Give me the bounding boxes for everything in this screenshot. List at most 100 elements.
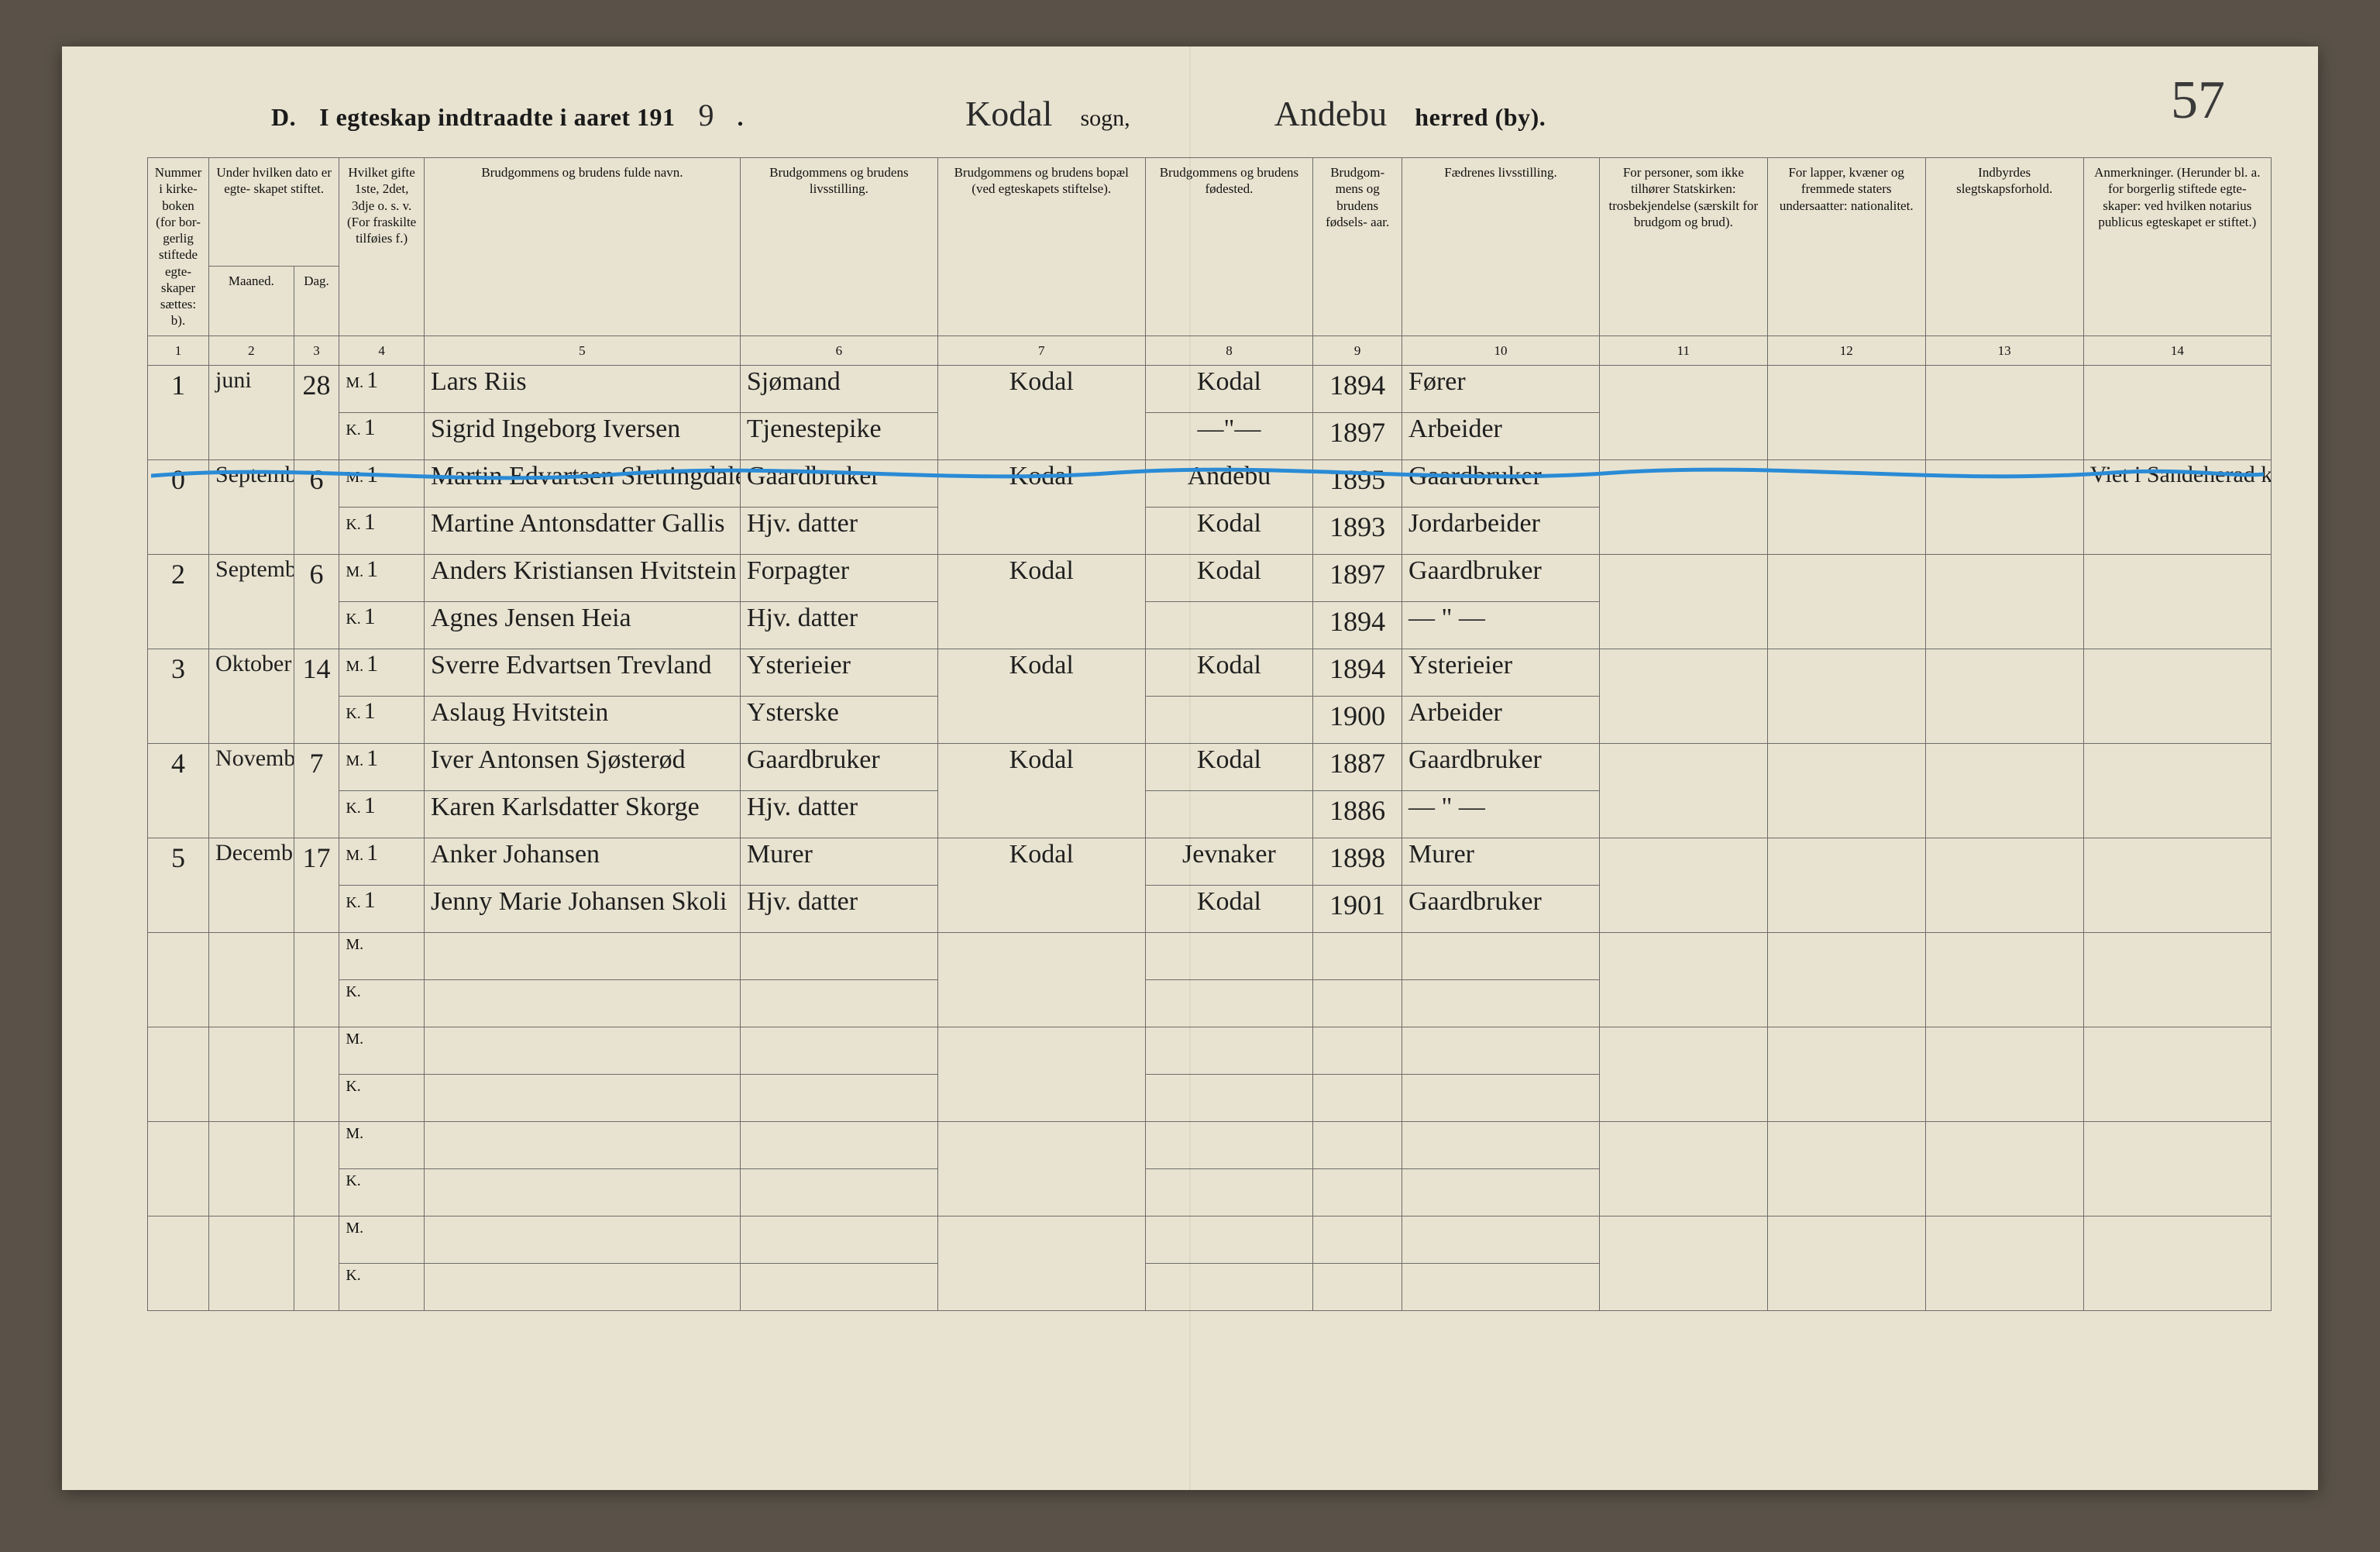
blank-cell	[1145, 932, 1313, 979]
blank-cell	[1145, 1168, 1313, 1216]
bride-birthplace	[1145, 790, 1313, 838]
blank-cell	[1925, 1121, 2083, 1216]
remarks	[2083, 649, 2271, 743]
heading-letter: D.	[271, 103, 296, 132]
col-header: Brudgom- mens og brudens fødsels- aar.	[1313, 158, 1402, 336]
blank-cell	[1145, 1074, 1313, 1121]
bride-occupation: Hjv. datter	[740, 601, 937, 649]
residence: Kodal	[937, 459, 1145, 554]
entry-gifte-bride: K. 1	[339, 696, 425, 743]
remarks	[2083, 743, 2271, 838]
blank-cell	[424, 1168, 740, 1216]
remarks	[2083, 365, 2271, 459]
blank-cell	[1145, 1263, 1313, 1310]
col12-blank	[1767, 554, 1925, 649]
mk-label-m: M.	[346, 658, 363, 675]
blank-mk-m: M.	[339, 1027, 425, 1074]
entry-number: 3	[148, 649, 209, 743]
groom-birthyear: 1897	[1313, 554, 1402, 601]
remarks	[2083, 838, 2271, 932]
gifte-value: 1	[364, 698, 376, 724]
groom-birthyear: 1895	[1313, 459, 1402, 507]
col13-blank	[1925, 554, 2083, 649]
groom-name: Anker Johansen	[424, 838, 740, 885]
bride-father-occ: Arbeider	[1402, 412, 1600, 459]
gifte-value: 1	[366, 651, 378, 676]
col-header: Under hvilken dato er egte- skapet stift…	[209, 158, 339, 267]
blank-entry-row: M.	[148, 1121, 2272, 1168]
bride-occupation: Hjv. datter	[740, 507, 937, 554]
blank-cell	[424, 932, 740, 979]
entry-number: 1	[148, 365, 209, 459]
blank-entry-row: M.	[148, 1216, 2272, 1263]
groom-birthplace: Kodal	[1145, 649, 1313, 696]
groom-name: Iver Antonsen Sjøsterød	[424, 743, 740, 790]
blank-cell	[740, 1027, 937, 1074]
col11-blank	[1600, 459, 1768, 554]
blank-entry-row: M.	[148, 932, 2272, 979]
groom-father-occ: Gaardbruker	[1402, 554, 1600, 601]
col12-blank	[1767, 743, 1925, 838]
blank-cell	[1402, 1168, 1600, 1216]
col-header: Brudgommens og brudens fulde navn.	[424, 158, 740, 336]
col12-blank	[1767, 649, 1925, 743]
bride-name: Martine Antonsdatter Gallis	[424, 507, 740, 554]
col-num: 13	[1925, 336, 2083, 365]
entry-day: 17	[294, 838, 339, 932]
groom-name: Sverre Edvartsen Trevland	[424, 649, 740, 696]
blank-cell	[1402, 1121, 1600, 1168]
col-num: 9	[1313, 336, 1402, 365]
blank-cell	[1402, 1216, 1600, 1263]
gifte-value: 1	[364, 415, 376, 440]
entry-month: September	[209, 554, 294, 649]
bride-name: Agnes Jensen Heia	[424, 601, 740, 649]
blank-mk-k: K.	[339, 1168, 425, 1216]
col13-blank	[1925, 649, 2083, 743]
entry-row-groom: 1juni28M. 1Lars RiisSjømandKodalKodal189…	[148, 365, 2272, 412]
col-header: Anmerkninger. (Herunder bl. a. for borge…	[2083, 158, 2271, 336]
col-num: 3	[294, 336, 339, 365]
blank-mk-m: M.	[339, 932, 425, 979]
groom-father-occ: Ysterieier	[1402, 649, 1600, 696]
blank-cell	[294, 1027, 339, 1121]
blank-cell	[1313, 1027, 1402, 1074]
groom-birthplace: Jevnaker	[1145, 838, 1313, 885]
heading-sogn-label: sogn,	[1080, 105, 1130, 132]
blank-cell	[937, 1216, 1145, 1310]
blank-cell	[2083, 1216, 2271, 1310]
blank-cell	[148, 1121, 209, 1216]
groom-father-occ: Gaardbruker	[1402, 459, 1600, 507]
col-num: 2	[209, 336, 294, 365]
blank-cell	[424, 1263, 740, 1310]
bride-father-occ: — " —	[1402, 601, 1600, 649]
mk-label-k: K.	[346, 983, 360, 1000]
mk-label-m: M.	[346, 1220, 363, 1237]
blank-mk-m: M.	[339, 1216, 425, 1263]
col13-blank	[1925, 365, 2083, 459]
blank-cell	[740, 1216, 937, 1263]
col-num: 4	[339, 336, 425, 365]
col-num: 10	[1402, 336, 1600, 365]
entry-row-groom: 3Oktober14M. 1Sverre Edvartsen TrevlandY…	[148, 649, 2272, 696]
blank-mk-k: K.	[339, 1074, 425, 1121]
mk-label-k: K.	[346, 1267, 360, 1284]
page-wrap: 57 D. I egteskap indtraadte i aaret 1919…	[0, 0, 2380, 1552]
mk-label-k: K.	[346, 1078, 360, 1095]
groom-birthplace: Kodal	[1145, 365, 1313, 412]
residence: Kodal	[937, 554, 1145, 649]
col-num: 14	[2083, 336, 2271, 365]
blank-cell	[1313, 1121, 1402, 1168]
groom-birthplace: Andebu	[1145, 459, 1313, 507]
bride-name: Karen Karlsdatter Skorge	[424, 790, 740, 838]
blank-cell	[937, 1121, 1145, 1216]
blank-cell	[937, 1027, 1145, 1121]
heading-herred-value: Andebu	[1270, 93, 1392, 134]
col-header: Brudgommens og brudens livsstilling.	[740, 158, 937, 336]
mk-label-k: K.	[346, 894, 360, 911]
bride-occupation: Tjenestepike	[740, 412, 937, 459]
col-header: For lapper, kvæner og fremmede staters u…	[1767, 158, 1925, 336]
residence: Kodal	[937, 838, 1145, 932]
mk-label-k: K.	[346, 422, 360, 439]
mk-label-m: M.	[346, 847, 363, 864]
blank-cell	[294, 932, 339, 1027]
